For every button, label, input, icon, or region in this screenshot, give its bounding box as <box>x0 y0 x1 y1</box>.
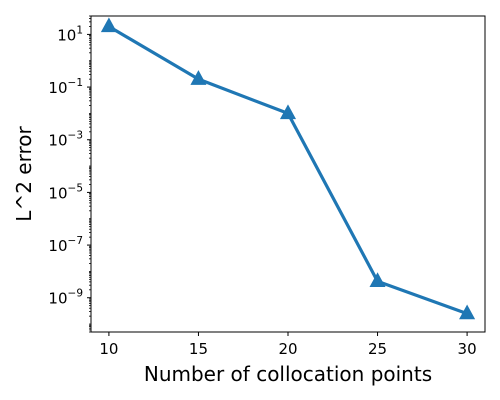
x-tick-label: 15 <box>189 340 208 358</box>
data-point-marker <box>100 17 117 33</box>
y-tick-label: 101 <box>57 24 83 44</box>
data-point-marker <box>279 104 297 120</box>
data-point-marker <box>369 272 386 288</box>
x-tick-label: 25 <box>368 340 387 358</box>
x-tick-label: 10 <box>99 340 118 358</box>
x-axis-label: Number of collocation points <box>144 362 432 386</box>
y-tick-label: 10−7 <box>48 235 83 255</box>
y-tick-label: 10−9 <box>48 288 83 308</box>
data-point-marker <box>190 70 207 85</box>
y-axis-label: L^2 error <box>12 126 36 222</box>
x-tick-label: 20 <box>278 340 297 358</box>
y-tick-label: 10−1 <box>48 77 83 97</box>
y-tick-label: 10−3 <box>48 130 83 150</box>
x-tick-label: 30 <box>458 340 477 358</box>
axis-ticks <box>87 33 468 336</box>
y-tick-label: 10−5 <box>48 182 83 202</box>
series-layer <box>100 17 476 320</box>
tick-labels: 101 10−1 10−3 10−5 10−7 10−9 10 15 20 25 30 <box>48 24 476 358</box>
plot-frame <box>90 15 486 333</box>
series-line <box>108 25 468 316</box>
data-point-marker <box>459 304 476 320</box>
